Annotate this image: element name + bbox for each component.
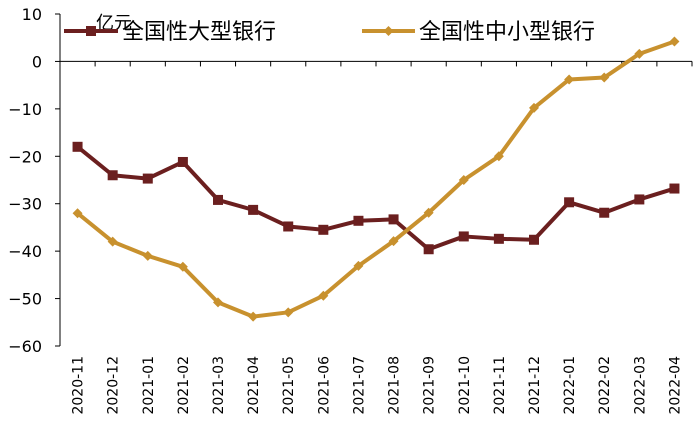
data-point xyxy=(458,175,469,185)
x-tick-label: 2021-05 xyxy=(281,356,297,415)
x-tick-label: 2021-09 xyxy=(422,356,438,415)
y-axis-ticks: 10 0 −10 −20 −30 −40 −50 −60 xyxy=(8,5,60,356)
y-tick-label: 10 xyxy=(22,5,42,24)
data-point xyxy=(388,236,399,247)
data-point xyxy=(248,204,259,215)
data-point xyxy=(529,102,539,113)
x-tick-label: 2021-11 xyxy=(492,356,508,415)
y-tick-label: −10 xyxy=(8,100,42,119)
data-point xyxy=(669,183,680,194)
x-tick-label: 2021-07 xyxy=(351,356,367,415)
y-tick-label: 0 xyxy=(32,52,42,71)
data-point xyxy=(283,307,294,318)
legend-item: 全国性中小型银行 xyxy=(362,20,595,45)
data-point xyxy=(283,221,294,232)
x-tick-label: 2022-03 xyxy=(632,356,648,415)
data-point xyxy=(353,260,364,271)
legend-marker xyxy=(86,26,96,36)
series-layer xyxy=(72,36,680,322)
data-point xyxy=(213,194,223,205)
x-tick-label: 2022-04 xyxy=(667,356,683,415)
legend: 全国性大型银行 全国性中小型银行 xyxy=(64,20,595,45)
data-point xyxy=(107,170,118,181)
data-point xyxy=(599,207,610,218)
data-point xyxy=(388,214,399,225)
x-tick-label: 2021-03 xyxy=(211,356,227,415)
data-point xyxy=(213,297,223,308)
series-line xyxy=(76,145,676,252)
x-tick-label: 2021-01 xyxy=(141,356,157,415)
data-point xyxy=(318,224,329,235)
y-tick-label: −40 xyxy=(8,242,42,261)
x-tick-label: 2020-12 xyxy=(106,356,122,415)
x-tick-label: 2022-02 xyxy=(597,356,613,415)
series-2 xyxy=(72,36,680,322)
data-point xyxy=(564,197,575,208)
x-tick-label: 2020-11 xyxy=(71,356,87,415)
x-tick-label: 2021-10 xyxy=(457,356,473,415)
y-tick-label: −50 xyxy=(8,290,42,309)
data-point xyxy=(493,233,504,244)
series-line xyxy=(76,39,676,319)
legend-item: 全国性大型银行 xyxy=(64,20,276,45)
data-point xyxy=(529,234,539,245)
data-point xyxy=(177,261,188,272)
data-point xyxy=(72,208,83,219)
data-point xyxy=(458,231,469,242)
data-point xyxy=(142,250,153,261)
x-tick-label: 2021-02 xyxy=(176,356,192,415)
data-point xyxy=(142,173,153,184)
y-tick-label: −60 xyxy=(8,337,42,356)
x-tick-label: 2021-04 xyxy=(246,356,262,415)
legend-marker xyxy=(383,26,394,36)
data-point xyxy=(634,194,645,205)
x-tick-label: 2021-08 xyxy=(387,356,403,415)
x-tick-label: 2021-06 xyxy=(316,356,332,415)
data-point xyxy=(493,151,504,162)
data-point xyxy=(564,74,575,85)
legend-label: 全国性大型银行 xyxy=(122,20,276,45)
data-point xyxy=(72,141,83,152)
data-point xyxy=(177,156,188,167)
data-point xyxy=(107,236,118,247)
data-point xyxy=(423,207,434,218)
data-point xyxy=(318,290,329,301)
y-tick-label: −20 xyxy=(8,147,42,166)
data-point xyxy=(599,72,610,83)
y-tick-label: −30 xyxy=(8,195,42,214)
data-point xyxy=(248,311,259,322)
data-point xyxy=(634,48,645,59)
x-tick-label: 2022-01 xyxy=(562,356,578,415)
data-point xyxy=(353,215,364,226)
y-axis-unit-label: 亿元 xyxy=(96,13,132,34)
data-point xyxy=(423,244,434,255)
x-tick-label: 2021-12 xyxy=(527,356,543,415)
series-1 xyxy=(72,141,680,255)
data-point xyxy=(669,36,680,47)
x-axis-ticks: 2020-11 2020-12 2021-01 2021-02 2021-03 2021-… xyxy=(59,61,693,415)
legend-label: 全国性中小型银行 xyxy=(419,20,595,45)
